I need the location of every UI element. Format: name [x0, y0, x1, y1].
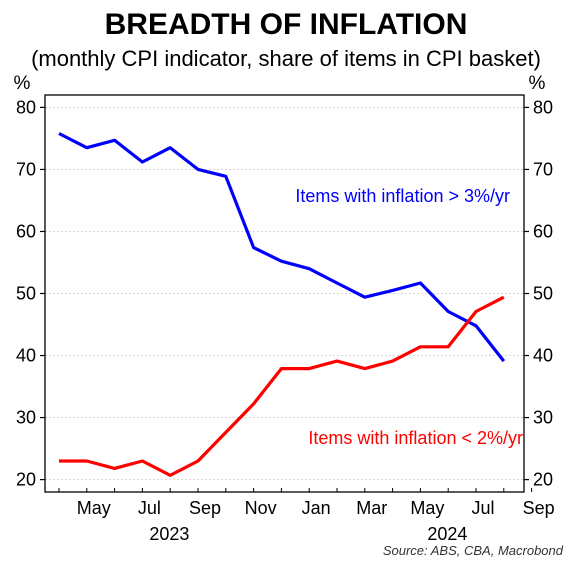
series-label-above-3pct: Items with inflation > 3%/yr [295, 186, 510, 206]
source-note: Source: ABS, CBA, Macrobond [383, 543, 564, 558]
y-tick-label-right-50: 50 [533, 284, 553, 304]
series-lines [58, 132, 506, 477]
y-tick-label-left-40: 40 [16, 346, 36, 366]
x-tick-label-may: May [410, 498, 444, 518]
chart-subtitle: (monthly CPI indicator, share of items i… [31, 46, 541, 71]
right-axis-unit: % [529, 73, 546, 94]
chart-title: BREADTH OF INFLATION [105, 8, 468, 41]
x-tick-label-jul: Jul [138, 498, 161, 518]
x-tick-label-sep: Sep [189, 498, 221, 518]
x-tick-label-mar: Mar [356, 498, 387, 518]
left-axis-unit: % [14, 73, 31, 94]
series-label-below-2pct: Items with inflation < 2%/yr [308, 428, 523, 448]
y-tick-label-right-60: 60 [533, 221, 553, 241]
y-tick-label-left-50: 50 [16, 284, 36, 304]
y-tick-label-right-80: 80 [533, 97, 553, 117]
y-tick-label-left-30: 30 [16, 408, 36, 428]
x-tick-label-sep: Sep [523, 498, 555, 518]
y-tick-label-right-20: 20 [533, 470, 553, 490]
right-y-axis: 20 30 40 50 60 70 80 [524, 97, 553, 490]
x-year-label-2023: 2023 [149, 524, 189, 544]
y-tick-label-right-30: 30 [533, 408, 553, 428]
x-tick-label-jan: Jan [302, 498, 331, 518]
gridlines [45, 107, 524, 480]
left-y-axis: 20 30 40 50 60 70 80 [16, 97, 45, 490]
series-line-above-3pct [58, 132, 506, 363]
y-tick-label-right-40: 40 [533, 346, 553, 366]
x-tick-label-may: May [77, 498, 111, 518]
series-line-below-2pct [59, 295, 505, 477]
plot-frame [44, 94, 525, 493]
y-tick-label-left-70: 70 [16, 159, 36, 179]
y-tick-label-left-60: 60 [16, 221, 36, 241]
x-tick-label-jul: Jul [471, 498, 494, 518]
x-tick-label-nov: Nov [245, 498, 277, 518]
y-tick-label-left-20: 20 [16, 470, 36, 490]
y-tick-label-right-70: 70 [533, 159, 553, 179]
x-year-label-2024: 2024 [427, 524, 467, 544]
y-tick-label-left-80: 80 [16, 97, 36, 117]
